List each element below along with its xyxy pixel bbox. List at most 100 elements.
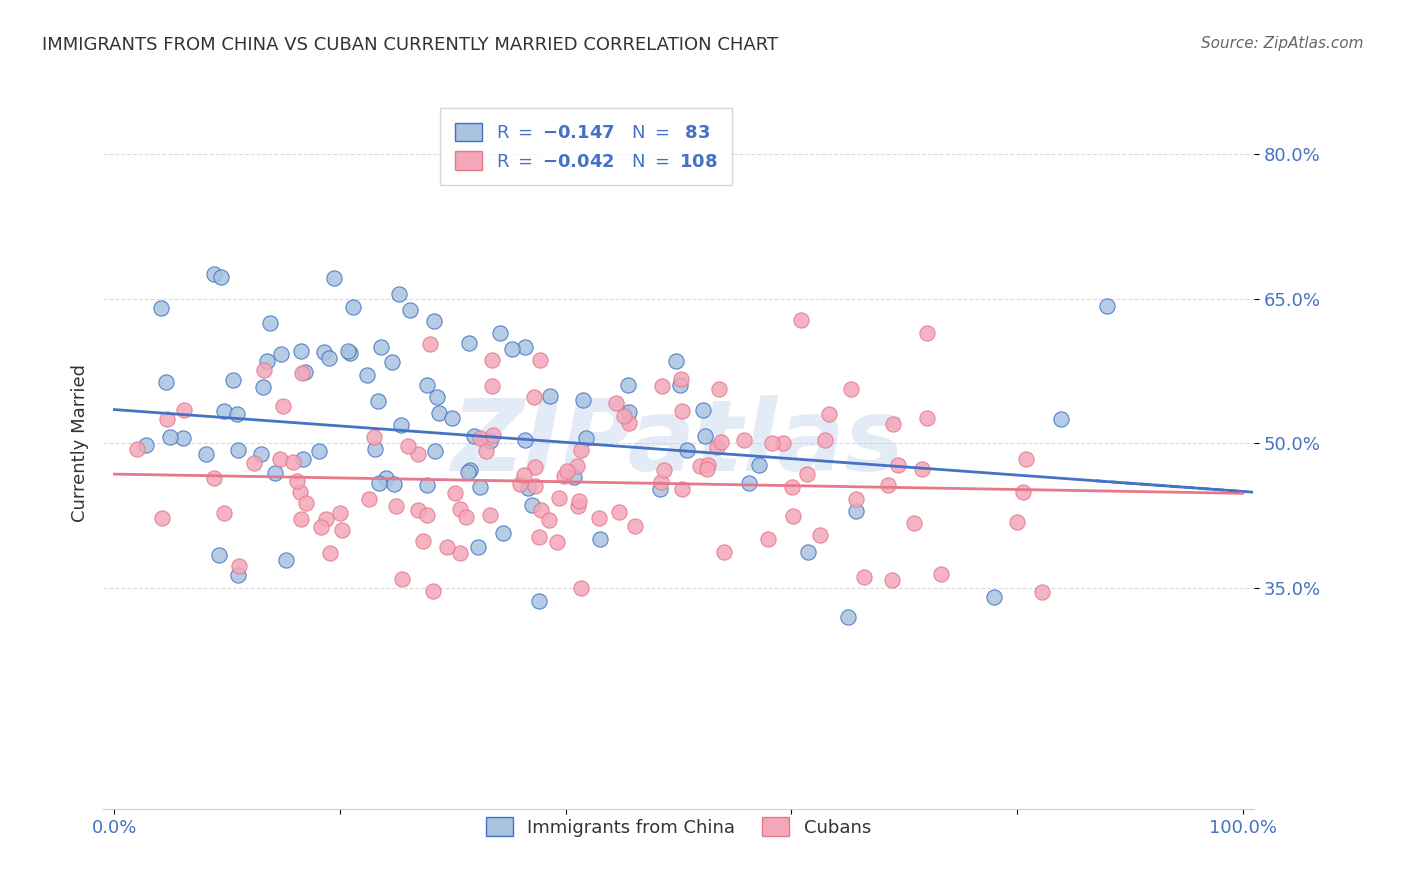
Point: [294, 365, 316, 379]
Point: [513, 433, 536, 447]
Point: [796, 467, 818, 481]
Point: [886, 458, 908, 472]
Point: [692, 402, 714, 417]
Point: [617, 416, 640, 430]
Point: [882, 574, 904, 588]
Point: [458, 463, 481, 477]
Point: [342, 300, 364, 314]
Point: [669, 372, 692, 386]
Point: [389, 417, 412, 432]
Point: [707, 382, 730, 396]
Point: [436, 541, 458, 555]
Point: [546, 535, 568, 549]
Point: [696, 462, 718, 476]
Point: [285, 474, 308, 488]
Point: [756, 532, 779, 546]
Point: [329, 506, 352, 520]
Point: [309, 520, 332, 534]
Point: [523, 479, 546, 493]
Point: [449, 502, 471, 516]
Point: [929, 567, 952, 582]
Point: [396, 439, 419, 453]
Point: [877, 478, 900, 492]
Point: [492, 526, 515, 541]
Point: [1005, 515, 1028, 529]
Point: [983, 591, 1005, 605]
Point: [529, 594, 551, 608]
Point: [149, 301, 172, 316]
Point: [548, 491, 571, 506]
Point: [562, 469, 585, 483]
Point: [134, 438, 156, 452]
Point: [295, 496, 318, 510]
Point: [915, 326, 938, 340]
Point: [384, 499, 406, 513]
Point: [852, 570, 875, 584]
Point: [607, 505, 630, 519]
Point: [818, 408, 841, 422]
Point: [382, 476, 405, 491]
Point: [269, 451, 291, 466]
Point: [713, 545, 735, 559]
Point: [226, 568, 249, 582]
Point: [226, 442, 249, 457]
Point: [256, 354, 278, 368]
Point: [710, 434, 733, 449]
Point: [837, 609, 859, 624]
Point: [156, 411, 179, 425]
Point: [463, 429, 485, 443]
Point: [173, 402, 195, 417]
Point: [457, 465, 479, 479]
Point: [315, 512, 337, 526]
Point: [814, 434, 837, 448]
Point: [357, 492, 380, 507]
Point: [522, 390, 544, 404]
Point: [772, 436, 794, 450]
Point: [588, 511, 610, 525]
Point: [1095, 299, 1118, 313]
Point: [427, 406, 450, 420]
Point: [449, 546, 471, 560]
Point: [738, 475, 761, 490]
Point: [242, 456, 264, 470]
Point: [567, 459, 589, 474]
Point: [274, 552, 297, 566]
Point: [290, 512, 312, 526]
Point: [478, 508, 501, 523]
Point: [422, 584, 444, 599]
Point: [695, 429, 717, 443]
Point: [516, 481, 538, 495]
Point: [367, 476, 389, 491]
Point: [696, 458, 718, 472]
Point: [291, 366, 314, 380]
Point: [363, 430, 385, 444]
Point: [252, 379, 274, 393]
Point: [416, 378, 439, 392]
Point: [264, 466, 287, 480]
Point: [454, 510, 477, 524]
Point: [314, 344, 336, 359]
Point: [292, 452, 315, 467]
Point: [676, 443, 699, 458]
Point: [259, 316, 281, 330]
Point: [419, 337, 441, 351]
Point: [381, 355, 404, 369]
Point: [882, 417, 904, 432]
Point: [422, 314, 444, 328]
Point: [426, 390, 449, 404]
Point: [553, 469, 575, 483]
Point: [481, 352, 503, 367]
Point: [527, 531, 550, 545]
Point: [808, 528, 831, 542]
Point: [652, 463, 675, 477]
Point: [288, 484, 311, 499]
Point: [406, 503, 429, 517]
Point: [253, 363, 276, 377]
Point: [202, 471, 225, 485]
Point: [479, 434, 502, 448]
Point: [571, 393, 593, 408]
Point: [415, 477, 437, 491]
Point: [225, 407, 247, 421]
Point: [915, 411, 938, 425]
Point: [569, 581, 592, 595]
